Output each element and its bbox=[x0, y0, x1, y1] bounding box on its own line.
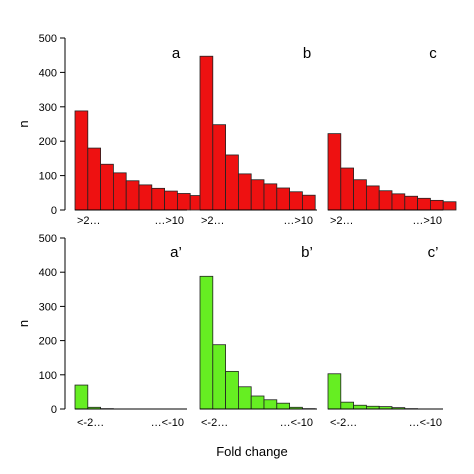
panel-label: a’ bbox=[170, 244, 182, 261]
x-category-label: …>10 bbox=[154, 215, 184, 227]
y-tick-label: 400 bbox=[39, 67, 57, 79]
x-category-label: …<-10 bbox=[409, 417, 442, 429]
x-category-label: <-2… bbox=[77, 417, 104, 429]
bar bbox=[429, 199, 444, 211]
bar bbox=[225, 370, 239, 410]
bar bbox=[378, 190, 393, 211]
bar bbox=[212, 124, 227, 211]
y-tick-label: 500 bbox=[39, 233, 57, 245]
bar bbox=[199, 275, 214, 410]
panel-top-3: c >2… …>10 bbox=[327, 45, 457, 227]
bar bbox=[125, 180, 140, 211]
bar bbox=[391, 193, 406, 211]
bar bbox=[263, 183, 278, 211]
x-category-label: >2… bbox=[77, 215, 101, 227]
x-category-label: <-2… bbox=[330, 417, 357, 429]
bar bbox=[301, 194, 316, 211]
y-tick-label: 300 bbox=[39, 102, 57, 114]
bar bbox=[164, 190, 178, 211]
bar bbox=[113, 172, 127, 211]
bar bbox=[353, 179, 367, 211]
bar bbox=[327, 373, 342, 410]
bar bbox=[250, 179, 265, 211]
bar bbox=[138, 184, 153, 211]
bar bbox=[74, 110, 89, 211]
bar bbox=[237, 386, 252, 410]
bar bbox=[225, 154, 239, 211]
bar bbox=[74, 384, 89, 410]
bar bbox=[340, 401, 354, 410]
panel-label: a bbox=[172, 45, 181, 62]
x-category-label: …<-10 bbox=[280, 417, 313, 429]
panel-top-2: b >2… …>10 bbox=[199, 45, 317, 227]
bar bbox=[340, 167, 354, 211]
bar bbox=[276, 187, 290, 211]
y-tick-label: 200 bbox=[39, 336, 57, 348]
x-category-label: >2… bbox=[201, 215, 225, 227]
x-category-label: …<-10 bbox=[151, 417, 184, 429]
panel-label: c bbox=[429, 45, 437, 62]
panel-bottom-1: a’ <-2… …<-10 bbox=[74, 244, 187, 429]
bar bbox=[100, 163, 114, 211]
panel-bottom-2: b’ <-2… …<-10 bbox=[199, 244, 317, 429]
bar bbox=[327, 133, 342, 211]
y-axis-title: n bbox=[16, 320, 31, 327]
x-category-label: >2… bbox=[330, 215, 354, 227]
chart-top-row: 0 100 200 300 400 500 n a >2… …>10 b >2… …>10 c >2… …>1… bbox=[16, 33, 457, 227]
bar bbox=[87, 147, 102, 211]
panel-label: b’ bbox=[301, 244, 313, 261]
y-tick-label: 0 bbox=[51, 404, 57, 416]
y-tick-label: 400 bbox=[39, 267, 57, 279]
panel-bottom-3: c’ <-2… …<-10 bbox=[327, 244, 443, 429]
y-axis-title: n bbox=[16, 120, 31, 127]
bar bbox=[263, 399, 278, 410]
bar bbox=[276, 402, 290, 410]
x-category-label: <-2… bbox=[201, 417, 228, 429]
bar bbox=[353, 404, 367, 410]
y-tick-label: 200 bbox=[39, 136, 57, 148]
panel-label: b bbox=[303, 45, 311, 62]
y-tick-label: 500 bbox=[39, 33, 57, 45]
bar bbox=[212, 344, 227, 410]
y-tick-label: 300 bbox=[39, 301, 57, 313]
y-tick-label: 0 bbox=[51, 205, 57, 217]
x-category-label: …>10 bbox=[412, 215, 442, 227]
panel-label: c’ bbox=[428, 244, 439, 261]
x-category-label: …>10 bbox=[283, 215, 313, 227]
bar bbox=[417, 197, 431, 211]
bar bbox=[199, 55, 214, 211]
x-axis-title: Fold change bbox=[216, 444, 288, 459]
bar bbox=[151, 187, 166, 211]
panel-top-1: a >2… …>10 bbox=[74, 45, 204, 227]
y-tick-label: 100 bbox=[39, 370, 57, 382]
bar bbox=[365, 185, 380, 211]
y-tick-label: 100 bbox=[39, 171, 57, 183]
bar bbox=[289, 191, 303, 211]
bar bbox=[442, 201, 457, 211]
bar bbox=[176, 193, 191, 211]
bar bbox=[404, 195, 418, 211]
bar bbox=[250, 395, 265, 410]
bar bbox=[237, 173, 252, 211]
